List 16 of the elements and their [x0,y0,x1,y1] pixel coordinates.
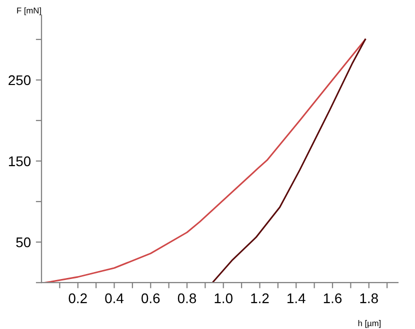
x-tick-label: 1.4 [288,294,306,304]
x-tick-label: 0.4 [105,293,124,304]
y-tick-label: 150 [8,156,31,166]
x-tick-label: 1.0 [214,293,232,304]
y-tick-label: 50 [16,237,31,248]
y-axis-title: F [mN] [17,7,41,16]
x-tick-label: 1.2 [251,293,269,304]
x-axis-title: h [µm] [358,320,381,328]
x-tick-label: 1.6 [324,293,342,304]
y-tick-label: 250 [8,75,31,86]
x-tick-label: 1.8 [360,293,378,304]
x-tick-label: 0.2 [68,293,87,304]
x-tick-label: 0.6 [142,293,160,304]
x-tick-label: 0.8 [178,293,196,304]
line-series [212,38,366,283]
line-series [44,38,366,283]
